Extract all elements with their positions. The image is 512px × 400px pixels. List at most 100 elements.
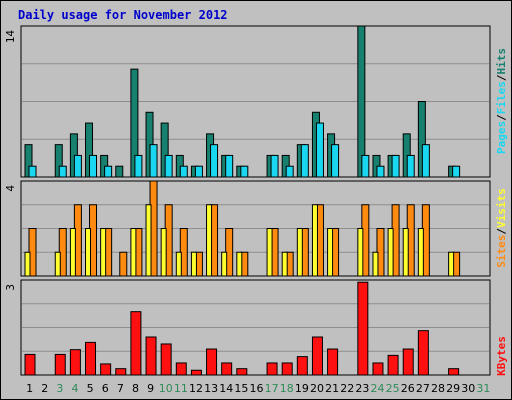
- legend-item: KBytes: [495, 336, 508, 376]
- bar-kbytes: [417, 330, 429, 376]
- bar-files: [73, 154, 82, 178]
- bar-files: [376, 165, 385, 178]
- legend-separator: /: [495, 74, 508, 81]
- bar-visits: [175, 251, 182, 277]
- bar-files: [361, 154, 370, 178]
- day-label: 8: [132, 382, 139, 395]
- day-label: 1: [26, 382, 33, 395]
- bar-kbytes: [130, 311, 142, 376]
- bar-kbytes: [311, 336, 323, 376]
- y-max-label: 14: [4, 30, 17, 44]
- day-label: 26: [401, 382, 415, 395]
- bar-kbytes: [115, 368, 127, 376]
- bar-files: [89, 154, 98, 178]
- bar-kbytes: [160, 343, 172, 376]
- legend-visits-panel: Sites/Visits: [495, 188, 508, 268]
- bar-visits: [402, 228, 409, 277]
- bar-files: [421, 144, 430, 178]
- bar-kbytes: [206, 348, 218, 376]
- bar-visits: [221, 251, 228, 277]
- bar-visits: [387, 228, 394, 277]
- y-max-label: 4: [4, 185, 17, 192]
- day-label: 31: [476, 382, 490, 395]
- bar-visits: [417, 228, 424, 277]
- day-label: 9: [147, 382, 154, 395]
- bar-pages: [357, 25, 366, 178]
- day-label: 10: [159, 382, 173, 395]
- day-label: 16: [250, 382, 264, 395]
- bar-visits: [372, 251, 379, 277]
- bar-files: [134, 154, 143, 178]
- bar-kbytes: [296, 356, 308, 376]
- bar-visits: [448, 251, 455, 277]
- legend-item: Hits: [495, 48, 508, 75]
- bar-files: [179, 165, 188, 178]
- bar-kbytes: [387, 354, 399, 376]
- day-label: 7: [117, 382, 124, 395]
- day-label: 6: [102, 382, 109, 395]
- day-label: 22: [340, 382, 354, 395]
- bar-pages: [115, 165, 124, 178]
- bar-visits: [327, 228, 334, 277]
- bar-files: [406, 154, 415, 178]
- day-label: 20: [310, 382, 324, 395]
- legend-item: Visits: [495, 188, 508, 228]
- bar-files: [240, 165, 249, 178]
- day-label: 12: [189, 382, 203, 395]
- bar-visits: [145, 204, 152, 277]
- bar-kbytes: [372, 362, 384, 376]
- bar-kbytes: [100, 363, 112, 376]
- bar-visits: [100, 228, 107, 277]
- bar-kbytes: [54, 353, 66, 376]
- bar-kbytes: [24, 353, 36, 376]
- bar-visits: [69, 228, 76, 277]
- day-label: 11: [174, 382, 188, 395]
- day-label: 3: [56, 382, 63, 395]
- bar-kbytes: [266, 362, 278, 376]
- day-label: 14: [219, 382, 233, 395]
- day-label: 25: [386, 382, 400, 395]
- bar-files: [28, 165, 37, 178]
- legend-separator: /: [495, 228, 508, 235]
- day-label: 18: [280, 382, 294, 395]
- bar-files: [285, 165, 294, 178]
- day-label: 27: [416, 382, 430, 395]
- bar-kbytes: [281, 362, 293, 376]
- bar-kbytes: [236, 368, 248, 376]
- bar-visits: [160, 228, 167, 277]
- day-label: 29: [446, 382, 460, 395]
- day-label: 19: [295, 382, 309, 395]
- day-label: 5: [87, 382, 94, 395]
- bar-files: [164, 154, 173, 178]
- bar-kbytes: [448, 368, 460, 376]
- bar-visits: [281, 251, 288, 277]
- bar-visits: [190, 251, 197, 277]
- day-label: 30: [461, 382, 475, 395]
- bar-visits: [357, 228, 364, 277]
- legend-kbytes-panel: KBytes: [495, 336, 508, 376]
- day-label: 13: [204, 382, 218, 395]
- day-label: 28: [431, 382, 445, 395]
- bar-files: [331, 144, 340, 178]
- bar-files: [58, 165, 67, 178]
- bar-files: [104, 165, 113, 178]
- bar-kbytes: [190, 369, 202, 376]
- bar-visits: [266, 228, 273, 277]
- day-label: 15: [234, 382, 248, 395]
- day-label: 4: [71, 382, 78, 395]
- legend-separator: /: [495, 114, 508, 121]
- bar-visits: [296, 228, 303, 277]
- chart-title: Daily usage for November 2012: [18, 8, 228, 22]
- legend-item: Pages: [495, 121, 508, 154]
- bar-sites: [119, 251, 128, 277]
- bar-visits: [236, 251, 243, 277]
- day-label: 2: [41, 382, 48, 395]
- bar-files: [194, 165, 203, 178]
- legend-item: Sites: [495, 235, 508, 268]
- bar-visits: [24, 251, 31, 277]
- bar-kbytes: [357, 281, 369, 376]
- day-label: 23: [355, 382, 369, 395]
- bar-visits: [206, 204, 213, 277]
- bar-files: [315, 122, 324, 178]
